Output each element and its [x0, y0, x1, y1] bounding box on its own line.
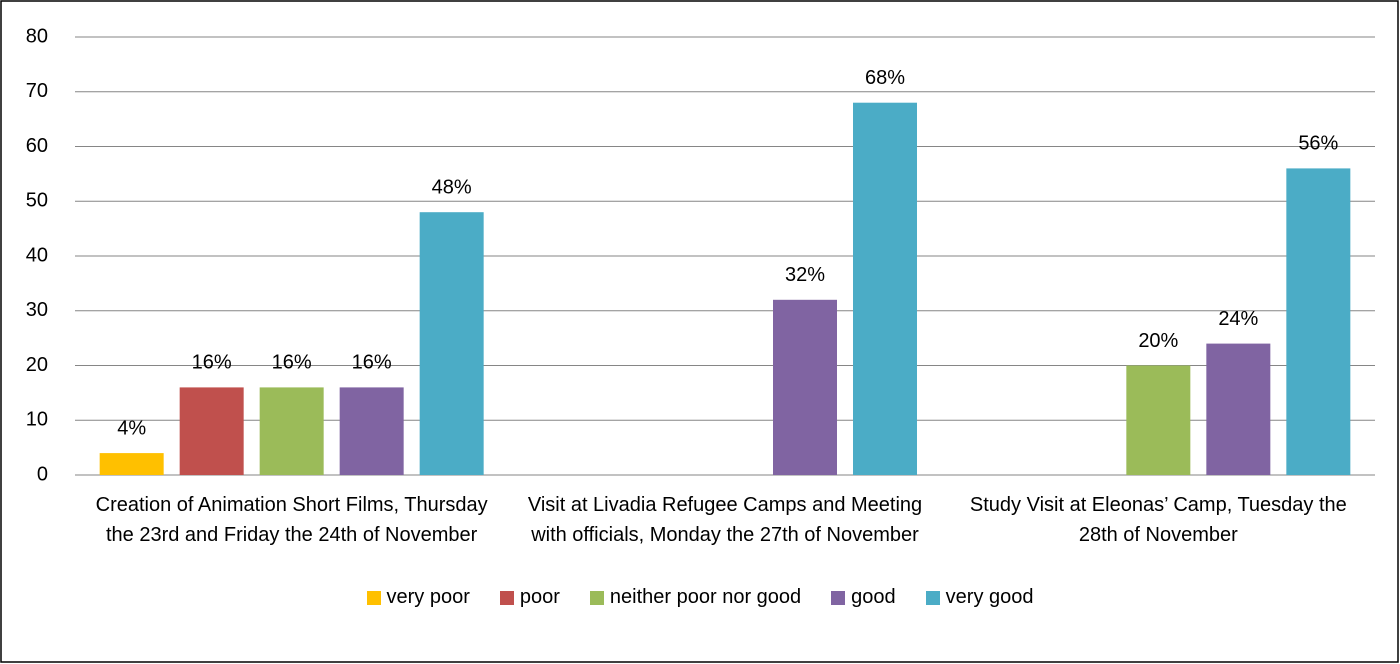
legend-item: good [831, 586, 896, 609]
x-tick-label: Creation of Animation Short Films, Thurs… [95, 494, 488, 546]
legend-item: poor [499, 586, 560, 609]
legend-swatch [925, 590, 940, 605]
y-tick-label: 50 [26, 190, 48, 212]
legend-item: very good [925, 586, 1034, 609]
legend-label: very poor [386, 586, 470, 608]
legend-label: very good [945, 586, 1034, 608]
legend-label: good [851, 586, 896, 608]
bar [773, 299, 837, 475]
y-tick-label: 10 [26, 409, 48, 431]
data-label: 48% [432, 176, 472, 198]
data-label: 16% [352, 352, 392, 374]
bar [1286, 168, 1351, 475]
bar [853, 102, 917, 475]
legend-swatch [831, 590, 846, 605]
bar [1206, 343, 1271, 475]
legend-item: neither poor nor good [589, 586, 802, 609]
legend-label: neither poor nor good [609, 586, 802, 608]
data-label: 4% [117, 417, 146, 439]
y-tick-label: 80 [26, 25, 48, 47]
bar [1126, 365, 1191, 475]
legend-swatch [589, 590, 604, 605]
legend-swatch [366, 590, 381, 605]
data-label: 16% [272, 352, 312, 374]
bar [259, 387, 324, 475]
data-label: 32% [785, 264, 825, 286]
bar [179, 387, 244, 475]
legend-swatch [499, 590, 514, 605]
data-label: 68% [865, 67, 905, 89]
bar [419, 212, 484, 475]
x-tick-label: Visit at Livadia Refugee Camps and Meeti… [527, 494, 923, 546]
data-label: 24% [1218, 308, 1258, 330]
data-label: 20% [1138, 330, 1178, 352]
y-tick-label: 0 [37, 463, 48, 485]
x-tick-label: Study Visit at Eleonas’ Camp, Tuesday th… [969, 494, 1347, 546]
y-tick-label: 30 [26, 299, 48, 321]
y-tick-label: 40 [26, 244, 48, 266]
y-tick-label: 70 [26, 80, 48, 102]
data-label: 56% [1298, 133, 1338, 155]
legend-item: very poor [366, 586, 470, 609]
data-label: 16% [192, 352, 232, 374]
y-tick-label: 20 [26, 354, 48, 376]
bar [339, 387, 404, 475]
legend-label: poor [519, 586, 560, 608]
bar [99, 453, 164, 475]
y-tick-label: 60 [26, 135, 48, 157]
legend: very poor poor neither poor nor good good ve… [0, 586, 1400, 609]
